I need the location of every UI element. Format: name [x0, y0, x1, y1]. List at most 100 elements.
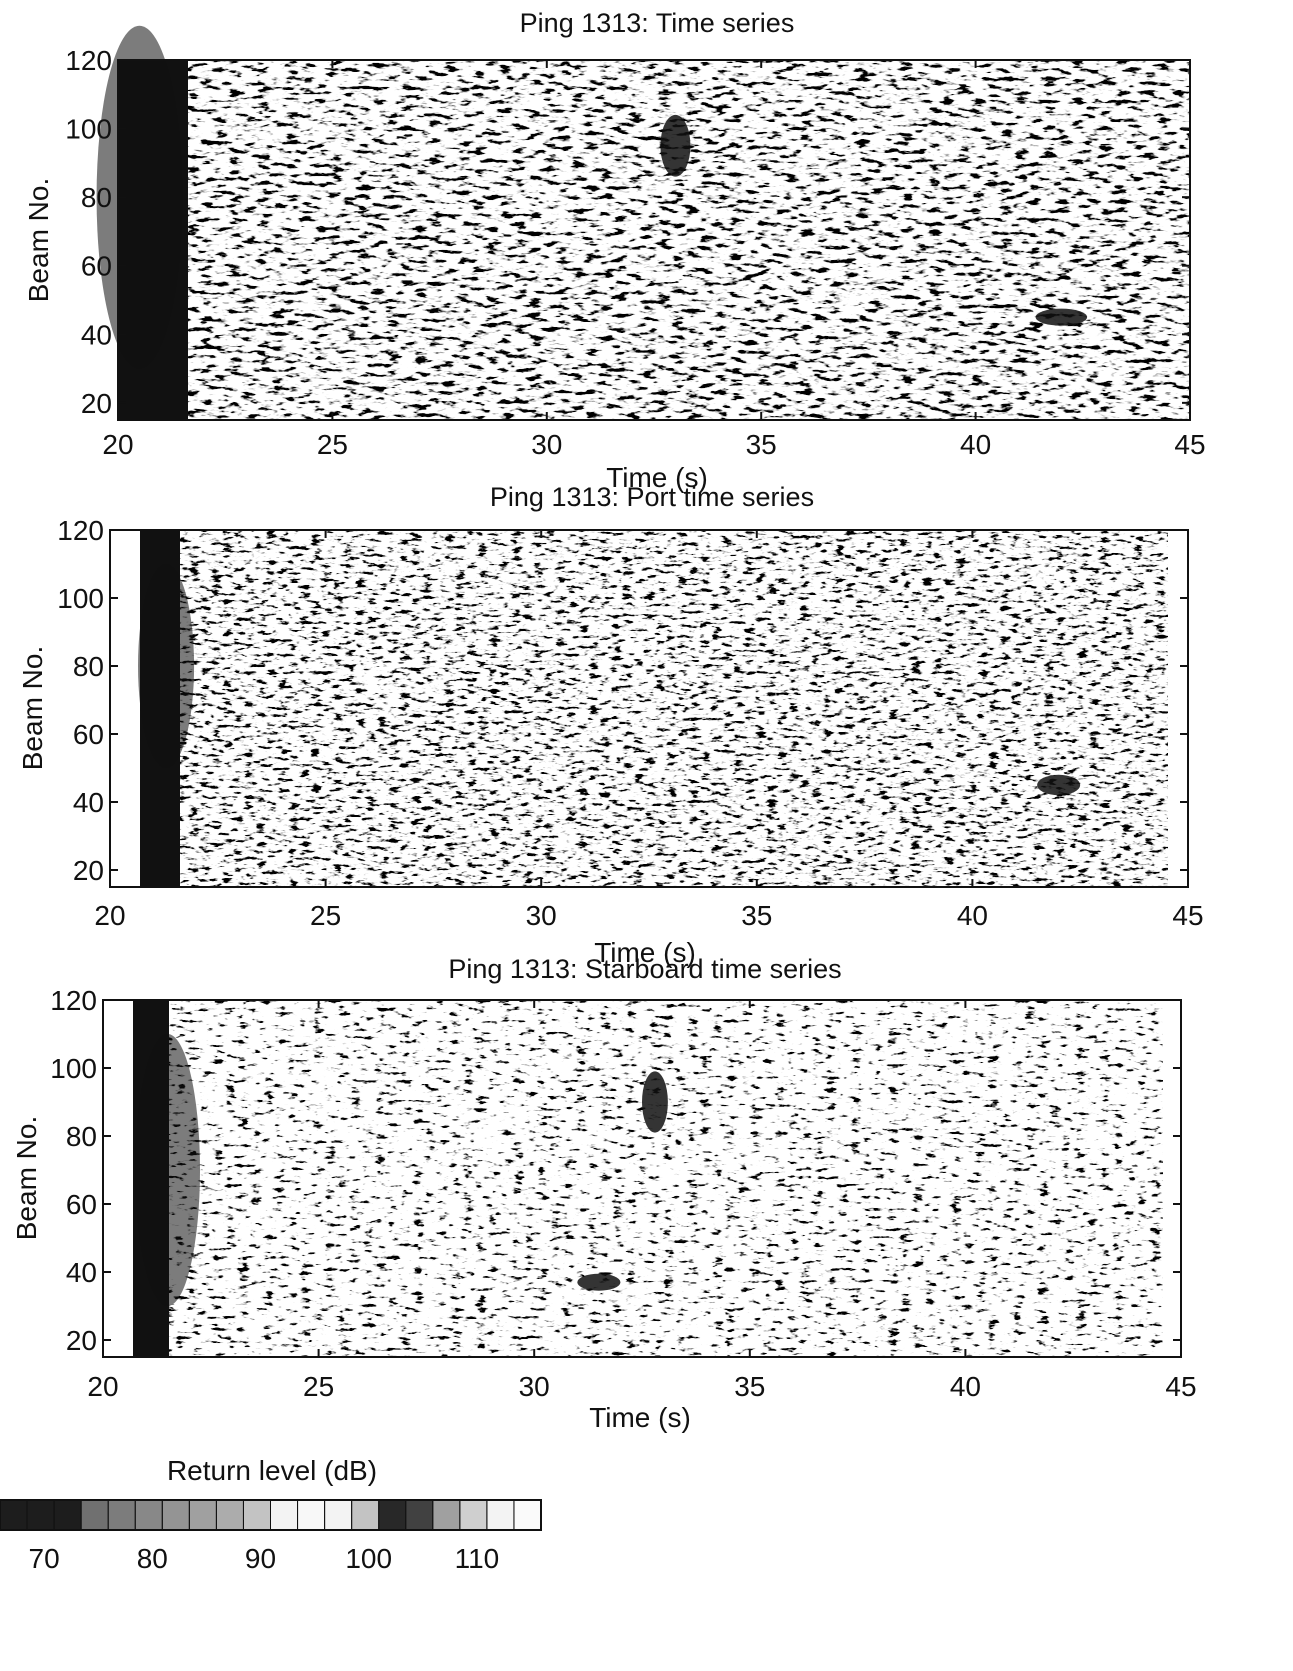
y-tick-label: 40 — [81, 319, 112, 350]
colorbar-label: Return level (dB) — [167, 1455, 377, 1486]
x-axis-label: Time (s) — [594, 937, 696, 968]
x-ticks: 20 25 30 35 40 45 — [102, 60, 1206, 460]
x-tick-label: 20 — [87, 1371, 118, 1402]
colorbar-cell — [513, 1499, 542, 1531]
plot-frame — [102, 999, 1182, 1358]
heatmap-marks — [135, 1034, 668, 1306]
y-tick-label: 80 — [66, 1121, 97, 1152]
colorbar-cell — [161, 1499, 190, 1531]
colorbar-cells — [0, 1499, 542, 1531]
heatmap-image — [140, 530, 1168, 887]
colorbar-tick-label: 80 — [137, 1543, 168, 1574]
colorbar-cell — [242, 1499, 271, 1531]
y-tick-label: 100 — [57, 583, 104, 614]
x-tick-label: 20 — [102, 429, 133, 460]
y-ticks: 20 40 60 80 100 120 — [65, 45, 1190, 419]
y-tick-label: 80 — [81, 182, 112, 213]
colorbar-cell — [459, 1499, 488, 1531]
colorbar-tick-label: 90 — [245, 1543, 276, 1574]
colorbar-tick-label: 110 — [455, 1543, 500, 1574]
x-tick-label: 35 — [746, 429, 777, 460]
x-tick-label: 30 — [526, 900, 557, 931]
y-tick-label: 120 — [65, 45, 112, 76]
colorbar-cell — [53, 1499, 82, 1531]
feature-region — [660, 114, 691, 177]
y-tick-label: 120 — [57, 515, 104, 546]
colorbar-cell — [297, 1499, 326, 1531]
y-ticks: 20 40 60 80 100 120 — [50, 985, 1181, 1356]
y-tick-label: 60 — [66, 1189, 97, 1220]
y-tick-label: 80 — [73, 651, 104, 682]
x-tick-label: 40 — [950, 1371, 981, 1402]
colorbar-ticks: 70 80 90 100 110 — [29, 1543, 500, 1574]
x-tick-label: 25 — [303, 1371, 334, 1402]
colorbar-tick-label: 70 — [29, 1543, 60, 1574]
colorbar-cell — [107, 1499, 136, 1531]
feature-region — [1035, 308, 1088, 326]
colorbar-cell — [486, 1499, 515, 1531]
panel-time-series: Ping 1313: Time series 20 25 30 35 40 45 20 40… — [23, 8, 1206, 493]
y-axis-label: Beam No. — [17, 646, 48, 771]
x-axis-label: Time (s) — [589, 1402, 691, 1433]
heatmap-image — [133, 1000, 1163, 1357]
x-tick-label: 30 — [519, 1371, 550, 1402]
colorbar-cell — [270, 1499, 299, 1531]
x-tick-label: 45 — [1174, 429, 1205, 460]
colorbar-cell — [215, 1499, 244, 1531]
x-ticks: 20 25 30 35 40 45 — [87, 1000, 1197, 1402]
colorbar-cell — [26, 1499, 55, 1531]
y-axis-label: Beam No. — [11, 1116, 42, 1241]
y-tick-label: 100 — [50, 1053, 97, 1084]
y-tick-label: 60 — [73, 719, 104, 750]
x-tick-label: 25 — [310, 900, 341, 931]
colorbar-cell — [378, 1499, 407, 1531]
x-tick-label: 35 — [734, 1371, 765, 1402]
feature-region — [135, 1034, 201, 1306]
x-tick-label: 30 — [531, 429, 562, 460]
y-tick-label: 60 — [81, 251, 112, 282]
feature-region — [577, 1273, 621, 1291]
feature-region — [642, 1071, 668, 1133]
colorbar-cell — [351, 1499, 380, 1531]
colorbar-cell — [324, 1499, 353, 1531]
x-tick-label: 45 — [1172, 900, 1203, 931]
x-tick-label: 40 — [957, 900, 988, 931]
colorbar-cell — [80, 1499, 109, 1531]
colorbar-cell — [432, 1499, 461, 1531]
colorbar-cell — [134, 1499, 163, 1531]
x-tick-label: 40 — [960, 429, 991, 460]
feature-region — [1037, 774, 1081, 796]
colorbar-tick-label: 100 — [345, 1543, 392, 1574]
colorbar: Return level (dB) 70 80 90 100 110 — [0, 1455, 542, 1574]
y-tick-label: 40 — [73, 787, 104, 818]
heatmap-marks — [138, 564, 1081, 796]
y-tick-label: 120 — [50, 985, 97, 1016]
panel-port-time-series: Ping 1313: Port time series 20 25 30 35 40 45… — [17, 482, 1204, 968]
colorbar-frame — [0, 1499, 542, 1531]
y-tick-label: 20 — [81, 388, 112, 419]
y-tick-label: 20 — [73, 855, 104, 886]
feature-region — [138, 564, 195, 768]
x-axis-label: Time (s) — [606, 462, 708, 493]
colorbar-cell — [405, 1499, 434, 1531]
colorbar-cell — [0, 1499, 28, 1531]
heatmap-image — [118, 60, 1190, 420]
y-tick-label: 100 — [65, 114, 112, 145]
panel-title: Ping 1313: Port time series — [490, 482, 814, 512]
y-tick-label: 40 — [66, 1257, 97, 1288]
x-ticks: 20 25 30 35 40 45 — [94, 530, 1204, 931]
plot-frame — [109, 529, 1189, 888]
y-ticks: 20 40 60 80 100 120 — [57, 515, 1188, 886]
y-axis-label: Beam No. — [23, 178, 54, 303]
panel-starboard-time-series: Ping 1313: Starboard time series 20 25 30 3… — [11, 954, 1197, 1433]
x-tick-label: 35 — [741, 900, 772, 931]
colorbar-cell — [188, 1499, 217, 1531]
plot-frame — [117, 59, 1191, 421]
x-tick-label: 25 — [317, 429, 348, 460]
y-tick-label: 20 — [66, 1325, 97, 1356]
x-tick-label: 20 — [94, 900, 125, 931]
x-tick-label: 45 — [1165, 1371, 1196, 1402]
panel-title: Ping 1313: Time series — [520, 8, 795, 38]
panel-title: Ping 1313: Starboard time series — [448, 954, 841, 984]
